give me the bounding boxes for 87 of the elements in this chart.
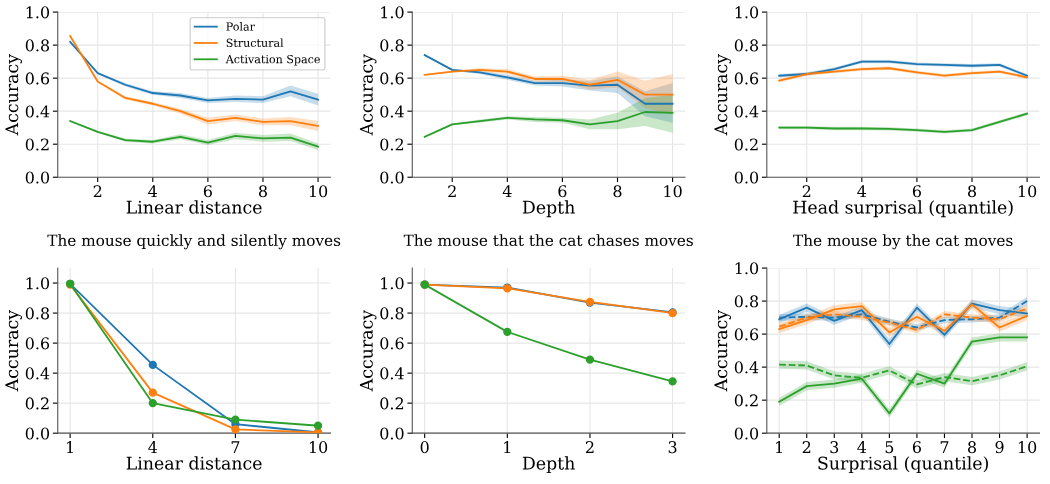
y-tick-label: 0.4 (25, 105, 50, 118)
x-tick-label: 1 (776, 441, 782, 453)
y-tick-label: 0.4 (380, 367, 404, 380)
x-tick-label: 1 (67, 441, 73, 453)
x-tick-label: 10 (1018, 185, 1037, 198)
chart-title: The mouse quickly and silently moves (47, 234, 341, 250)
x-tick-label: 6 (558, 185, 567, 198)
y-tick-label: 1.0 (381, 277, 404, 290)
x-tick-label: 6 (912, 441, 921, 454)
legend-label: Polar (226, 22, 255, 31)
x-tick-label: 2 (802, 441, 811, 453)
x-axis-title: Depth (522, 200, 575, 218)
y-tick-label: 0.2 (380, 138, 404, 151)
y-axis-title: Accuracy (714, 309, 731, 392)
y-tick-label: 0.8 (380, 307, 404, 320)
y-tick-label: 0.0 (25, 171, 50, 184)
x-tick-label: 2 (93, 185, 102, 197)
y-tick-label: 0.0 (380, 427, 404, 440)
y-tick-label: 1.0 (26, 277, 50, 290)
y-axis-title: Accuracy (714, 54, 731, 136)
x-axis-title: Head surprisal (quantile) (793, 200, 1013, 218)
x-tick-label: 4 (502, 185, 512, 197)
y-tick-label: 0.2 (380, 397, 404, 410)
x-tick-label: 8 (258, 185, 267, 198)
x-tick-label: 10 (309, 185, 328, 198)
x-axis-title: Linear distance (126, 456, 262, 470)
y-axis-title: Accuracy (5, 309, 22, 392)
y-tick-label: 0.6 (25, 72, 50, 85)
y-tick-label: 0.2 (734, 394, 758, 407)
x-tick-label: 6 (912, 185, 921, 198)
x-tick-label: 4 (148, 185, 158, 197)
x-axis-title: Depth (522, 456, 575, 474)
x-tick-label: 10 (309, 441, 328, 454)
y-tick-label: 1.0 (381, 6, 404, 19)
y-tick-label: 1.0 (735, 262, 759, 275)
y-tick-label: 0.6 (734, 328, 759, 341)
x-tick-label: 2 (585, 441, 594, 453)
y-tick-label: 0.2 (734, 138, 758, 151)
y-tick-label: 0.6 (380, 72, 404, 85)
y-axis-title: Accuracy (5, 54, 22, 136)
y-tick-label: 0.0 (380, 171, 404, 184)
x-tick-label: 4 (857, 185, 867, 197)
x-axis-title: Surprisal (quantile) (818, 456, 988, 474)
y-tick-label: 0.4 (380, 105, 404, 118)
x-tick-label: 5 (885, 441, 894, 454)
y-tick-label: 0.8 (25, 307, 50, 320)
y-tick-label: 0.0 (25, 427, 50, 440)
y-tick-label: 1.0 (26, 6, 50, 19)
y-tick-label: 0.8 (734, 295, 759, 308)
y-axis-title: Accuracy (359, 309, 377, 392)
x-tick-label: 2 (448, 185, 456, 197)
y-tick-label: 0.4 (734, 361, 759, 374)
x-tick-label: 1 (504, 441, 511, 453)
x-tick-label: 0 (420, 441, 429, 454)
y-tick-label: 0.0 (734, 171, 759, 184)
y-tick-label: 0.6 (734, 72, 759, 85)
x-tick-label: 9 (995, 441, 1004, 454)
y-tick-label: 0.8 (380, 39, 404, 52)
legend-label: Structural (226, 38, 284, 48)
x-tick-label: 4 (857, 441, 867, 453)
x-tick-label: 4 (148, 441, 158, 453)
y-tick-label: 0.6 (380, 337, 404, 350)
x-tick-label: 10 (1018, 441, 1037, 454)
x-tick-label: 8 (968, 185, 977, 198)
y-tick-label: 0.8 (25, 39, 50, 52)
x-tick-label: 7 (231, 441, 240, 453)
y-tick-label: 0.2 (25, 138, 49, 151)
chart-title: The mouse by the cat moves (793, 234, 1013, 250)
x-tick-label: 3 (830, 441, 839, 454)
legend-label: Activation Space (225, 54, 320, 66)
x-tick-label: 8 (968, 441, 977, 454)
y-axis-title: Accuracy (359, 54, 377, 136)
y-tick-label: 0.2 (25, 397, 49, 410)
y-tick-label: 0.0 (734, 427, 759, 440)
x-tick-label: 3 (668, 441, 677, 454)
x-tick-label: 2 (802, 185, 811, 197)
x-tick-label: 8 (613, 185, 622, 198)
chart-title: The mouse that the cat chases moves (403, 234, 693, 247)
x-tick-label: 7 (940, 441, 949, 453)
x-tick-label: 6 (203, 185, 212, 198)
y-tick-label: 0.4 (734, 105, 759, 118)
y-tick-label: 1.0 (735, 6, 759, 19)
x-axis-title: Linear distance (126, 200, 262, 214)
y-tick-label: 0.4 (25, 367, 50, 380)
y-tick-label: 0.8 (734, 39, 759, 52)
y-tick-label: 0.6 (25, 337, 50, 350)
x-tick-label: 10 (664, 185, 682, 198)
